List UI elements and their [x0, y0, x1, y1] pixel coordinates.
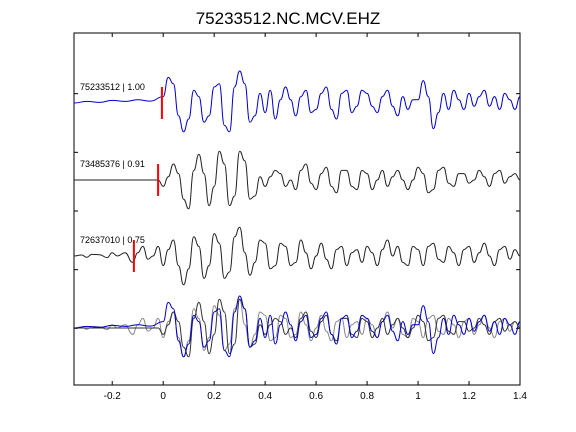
x-tick-label: 0.2 — [207, 391, 221, 402]
x-tick-label: 1.2 — [462, 391, 476, 402]
trace-label: 73485376 | 0.91 — [80, 159, 145, 169]
chart-title: 75233512.NC.MCV.EHZ — [196, 9, 381, 28]
stacked-trace-line — [74, 298, 521, 358]
x-tick-label: -0.2 — [104, 391, 122, 402]
trace-line — [74, 150, 521, 210]
x-tick-label: 0.8 — [360, 391, 374, 402]
x-tick-label: 0 — [160, 391, 166, 402]
trace-area — [73, 70, 521, 358]
trace-line — [73, 226, 521, 286]
trace-line — [73, 70, 521, 133]
axis-ticks: -0.2 0 0.2 0.4 0.6 0.8 1 1.2 1.4 — [74, 33, 527, 402]
stacked-trace-line — [73, 295, 521, 358]
trace-label: 75233512 | 1.00 — [80, 82, 145, 92]
x-tick-label: 1 — [415, 391, 421, 402]
x-tick-label: 0.6 — [309, 391, 323, 402]
x-tick-label: 0.4 — [258, 391, 272, 402]
x-tick-label: 1.4 — [513, 391, 527, 402]
trace-label: 72637010 | 0.75 — [80, 235, 145, 245]
trace-labels: 75233512 | 1.00 73485376 | 0.91 72637010 |… — [80, 82, 145, 245]
